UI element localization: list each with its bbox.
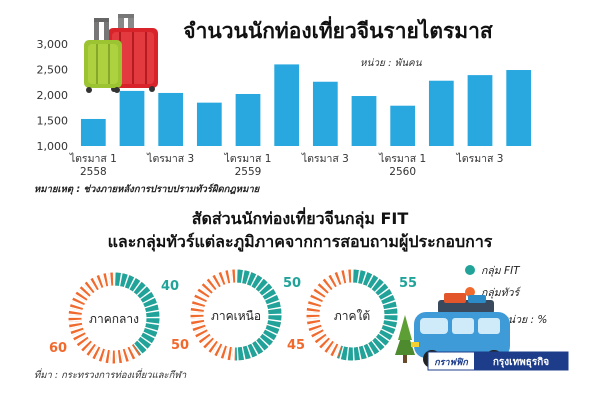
- donut-value-tour: 50: [171, 338, 189, 353]
- source-note: ที่มา : กระทรวงการท่องเที่ยวและกีฬา: [34, 368, 187, 381]
- credit-prefix: กราฟฟิก: [434, 357, 468, 368]
- bar: [428, 80, 454, 146]
- y-tick-label: 1,500: [37, 115, 69, 128]
- bar: [351, 96, 377, 146]
- y-tick-label: 2,500: [37, 64, 69, 77]
- bar-chart-note: หมายเหตุ : ช่วงภายหลังการปราบปรามทัวร์ผิ…: [34, 183, 261, 195]
- donut-value-tour: 45: [287, 338, 305, 353]
- donut-1: ภาคกลาง 40 60: [49, 272, 179, 364]
- legend: กลุ่ม FIT กลุ่มทัวร์: [465, 265, 521, 299]
- bar: [235, 93, 261, 146]
- bar-series: [80, 64, 532, 146]
- donut-value-tour: 60: [49, 341, 67, 356]
- pie-section-title-line2: และกลุ่มทัวร์แต่ละภูมิภาคจากการสอบถามผู้…: [108, 232, 493, 253]
- bar-chart-unit: หน่วย : พันคน: [360, 58, 423, 69]
- pie-chart-unit: หน่วย : %: [501, 314, 547, 326]
- y-tick-label: 2,000: [37, 89, 69, 102]
- donut-region-label: ภาคใต้: [334, 309, 370, 323]
- x-tick-label: ไตรมาส 1: [69, 152, 117, 165]
- donut-value-fit: 55: [399, 276, 417, 291]
- luggage-illustration: [84, 14, 158, 93]
- donut-region-label: ภาคเหนือ: [211, 309, 261, 323]
- bar: [506, 70, 532, 146]
- donut-segment-gaps: [190, 269, 282, 361]
- donut-segment-gaps: [306, 269, 398, 361]
- y-tick-label: 1,000: [37, 140, 69, 153]
- legend-label-fit: กลุ่ม FIT: [481, 265, 521, 277]
- x-tick-label: 2559: [235, 166, 262, 178]
- donut-region-label: ภาคกลาง: [89, 312, 139, 326]
- credit-name: กรุงเทพธุรกิจ: [493, 356, 549, 368]
- legend-swatch-fit: [465, 265, 475, 275]
- x-tick-label: ไตรมาส 3: [301, 152, 349, 165]
- bar: [80, 118, 106, 146]
- credit-badge: กราฟฟิก กรุงเทพธุรกิจ: [427, 351, 569, 371]
- y-tick-label: 3,000: [37, 38, 69, 51]
- x-tick-label: ไตรมาส 1: [224, 152, 272, 165]
- bar: [196, 102, 222, 146]
- donut-segment-gaps: [68, 272, 160, 364]
- x-tick-label: ไตรมาส 3: [456, 152, 504, 165]
- bar: [119, 90, 145, 146]
- donut-3: ภาคใต้ 55 45: [287, 269, 417, 361]
- bar: [390, 105, 416, 146]
- pie-section-title-line1: สัดส่วนนักท่องเที่ยวจีนกลุ่ม FIT: [192, 207, 409, 229]
- donut-value-fit: 50: [283, 276, 301, 291]
- legend-label-tour: กลุ่มทัวร์: [481, 286, 521, 299]
- x-tick-label: ไตรมาส 1: [378, 152, 426, 165]
- bar: [467, 75, 493, 146]
- donut-2: ภาคเหนือ 50 50: [171, 269, 301, 361]
- x-tick-label: 2558: [80, 166, 107, 178]
- donut-charts: ภาคกลาง 40 60 ภาคเหนือ 50 50 ภาคใต้ 55 45: [49, 269, 417, 364]
- bar: [158, 92, 184, 146]
- y-axis: 1,000 1,500 2,000 2,500 3,000: [37, 38, 69, 153]
- bar-chart-title: จำนวนนักท่องเที่ยวจีนรายไตรมาส: [183, 15, 493, 43]
- x-tick-label: ไตรมาส 3: [146, 152, 194, 165]
- donut-value-fit: 40: [161, 279, 179, 294]
- x-tick-label: 2560: [389, 166, 416, 178]
- legend-swatch-tour: [465, 287, 475, 297]
- bar: [274, 64, 300, 146]
- bar: [312, 81, 338, 146]
